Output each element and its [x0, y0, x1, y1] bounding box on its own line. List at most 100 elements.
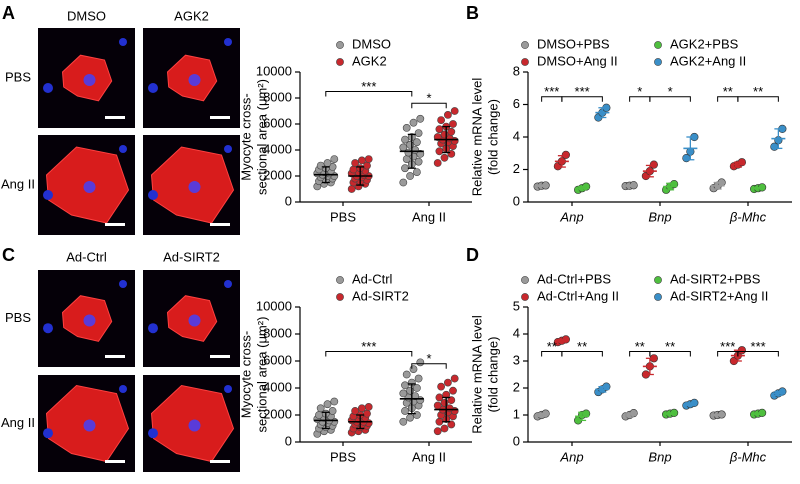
- x-tick-label: Bnp: [648, 449, 671, 464]
- significance-label: **: [547, 339, 557, 354]
- micrograph: [143, 28, 240, 128]
- x-tick-label: PBS: [330, 209, 356, 224]
- y-axis-label: sectional area (μm²): [254, 79, 269, 195]
- y-tick-label: 10000: [256, 298, 292, 313]
- y-tick-label: 4000: [263, 141, 292, 156]
- significance-bracket: [649, 351, 691, 357]
- data-point: [412, 411, 421, 419]
- data-point: [412, 168, 421, 176]
- significance-label: **: [753, 84, 763, 99]
- data-point: [649, 160, 658, 169]
- nucleus: [224, 145, 232, 153]
- y-tick-label: 0: [513, 193, 520, 208]
- significance-label: *: [637, 84, 642, 99]
- legend-marker: [336, 276, 344, 284]
- nucleus: [43, 323, 53, 334]
- data-point: [435, 125, 444, 134]
- data-point: [399, 178, 408, 187]
- y-tick-label: 6000: [263, 115, 292, 130]
- significance-label: ***: [544, 84, 559, 99]
- significance-bracket: [737, 351, 779, 357]
- data-point: [412, 384, 421, 392]
- micrograph: [38, 270, 135, 367]
- data-point: [402, 155, 411, 163]
- data-point: [409, 365, 418, 373]
- y-axis-label: (fold change): [485, 99, 500, 175]
- data-point: [443, 378, 452, 387]
- nucleus: [188, 181, 201, 193]
- data-point: [328, 407, 337, 415]
- nucleus: [148, 83, 158, 93]
- significance-bracket: [737, 96, 779, 102]
- image-row-label: Ang II: [1, 176, 35, 191]
- data-point: [414, 129, 423, 137]
- legend-label: Ad-Ctrl+Ang II: [537, 288, 619, 303]
- data-point: [435, 393, 444, 402]
- data-point: [323, 400, 332, 409]
- data-point: [447, 396, 456, 405]
- data-point: [443, 111, 452, 119]
- significance-label: ***: [720, 339, 735, 354]
- nucleus: [83, 74, 96, 86]
- data-point: [402, 370, 411, 379]
- y-tick-label: 2000: [263, 406, 292, 421]
- data-point: [399, 143, 408, 152]
- data-point: [437, 116, 445, 124]
- nucleus: [148, 428, 158, 439]
- y-tick-label: 2: [513, 161, 520, 176]
- legend-label: Ad-SIRT2+PBS: [670, 271, 761, 286]
- significance-bracket: [561, 96, 603, 102]
- legend-label: Ad-SIRT2: [352, 288, 409, 303]
- micrograph: [38, 28, 135, 128]
- data-point: [433, 159, 442, 167]
- nucleus: [83, 419, 96, 432]
- significance-bracket: [325, 91, 413, 97]
- data-point: [414, 374, 423, 383]
- data-point: [437, 382, 445, 391]
- panel-label: C: [2, 245, 15, 265]
- data-point: [399, 417, 408, 426]
- x-tick-label: Anp: [559, 449, 583, 464]
- legend-label: AGK2+PBS: [670, 36, 739, 51]
- significance-bracket: [411, 363, 447, 369]
- micrograph: [38, 135, 135, 235]
- data-point: [401, 135, 409, 144]
- scale-bar: [210, 460, 230, 463]
- data-point: [330, 397, 339, 406]
- data-point: [357, 156, 366, 165]
- significance-label: *: [426, 91, 431, 106]
- y-axis-label: Relative mRNA level: [469, 315, 484, 434]
- y-tick-label: 0: [285, 433, 292, 448]
- image-row-label: PBS: [5, 69, 31, 84]
- significance-label: ***: [575, 84, 590, 99]
- y-tick-label: 5: [513, 298, 520, 313]
- data-point: [449, 386, 457, 395]
- data-point: [447, 420, 456, 429]
- y-tick-label: 8000: [263, 325, 292, 340]
- y-tick-label: 8: [513, 63, 520, 78]
- nucleus: [119, 280, 127, 288]
- data-point: [416, 358, 425, 367]
- significance-label: **: [577, 339, 587, 354]
- significance-label: ***: [751, 339, 766, 354]
- significance-label: *: [426, 351, 431, 366]
- legend-marker: [336, 41, 344, 49]
- data-point: [435, 147, 444, 156]
- scale-bar: [105, 355, 125, 358]
- data-point: [412, 138, 421, 147]
- y-tick-label: 0: [285, 193, 292, 208]
- legend-marker: [654, 58, 662, 66]
- data-point: [450, 374, 459, 383]
- data-point: [401, 381, 409, 390]
- data-point: [351, 159, 359, 167]
- nucleus: [119, 145, 127, 153]
- y-tick-label: 4000: [263, 379, 292, 394]
- data-point: [402, 124, 411, 132]
- micrograph: [38, 375, 135, 472]
- y-tick-label: 10000: [256, 63, 292, 78]
- legend-marker: [654, 293, 662, 301]
- data-point: [351, 407, 359, 415]
- data-point: [347, 185, 356, 193]
- image-column-label: Ad-Ctrl: [66, 249, 107, 264]
